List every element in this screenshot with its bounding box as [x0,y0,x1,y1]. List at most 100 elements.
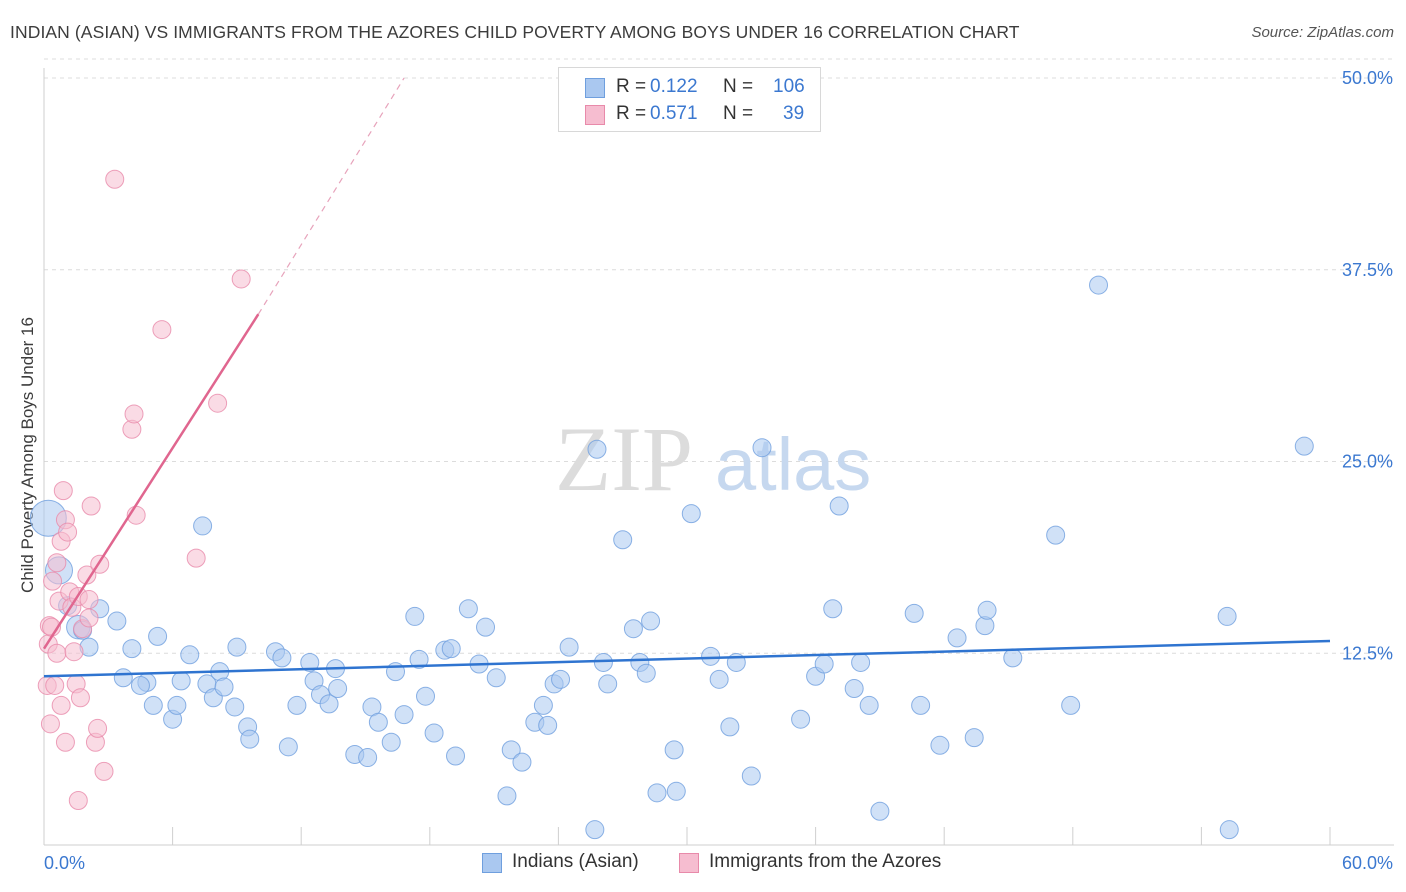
data-point-indians [1294,436,1314,456]
data-point-indians [424,723,444,743]
trend-lines [42,77,1331,678]
data-point-indians [113,668,133,688]
stats-legend: R = 0.122 N = 106 R = 0.571 N = 39 [558,67,821,132]
data-point-indians [930,735,950,755]
data-point-indians [497,786,517,806]
legend-swatch-azores [679,853,699,873]
data-point-indians [458,599,478,619]
data-point-indians [911,695,931,715]
trend-line-azores [42,313,260,650]
data-point-indians [664,740,684,760]
series-indians-asian-points [29,275,1314,840]
watermark: ZIP atlas [555,408,871,510]
data-point-indians [709,669,729,689]
data-point-azores [94,761,114,781]
watermark-atlas: atlas [715,423,871,506]
data-point-indians [720,717,740,737]
data-point-indians [394,705,414,725]
data-point-indians [501,740,521,760]
legend-label-azores: Immigrants from the Azores [709,851,942,872]
trend-line-indians [43,639,1331,678]
data-point-azores [208,393,228,413]
data-point-indians [1217,606,1237,626]
data-point-indians [1089,275,1109,295]
gridlines [44,58,1394,654]
r-label: R = [616,103,647,124]
data-point-indians [829,496,849,516]
legend-swatch-indians [482,853,502,873]
data-point-indians [587,439,607,459]
y-tick-label: 50.0% [1342,68,1393,88]
y-tick-label: 25.0% [1342,452,1393,472]
data-point-indians [1046,525,1066,545]
n-value-azores: 39 [783,103,805,124]
data-point-indians [368,712,388,732]
data-point-indians [814,654,834,674]
data-point-indians [870,801,890,821]
data-point-indians [844,679,864,699]
data-point-indians [167,695,187,715]
data-point-indians [143,695,163,715]
data-point-indians [512,752,532,772]
trend-line-azores-extension [257,77,405,315]
legend-label-indians: Indians (Asian) [512,851,639,872]
r-value-indians: 0.122 [650,76,698,97]
n-label: N = [723,103,754,124]
data-point-indians [214,677,234,697]
data-point-indians [130,675,150,695]
data-point-indians [752,438,772,458]
data-point-indians [947,628,967,648]
data-point-azores [79,590,99,610]
data-point-indians [593,652,613,672]
data-point-indians [613,530,633,550]
data-point-indians [227,637,247,657]
data-point-indians [1219,820,1239,840]
data-point-indians [180,645,200,665]
legend-swatch-indians [585,78,605,98]
data-point-indians [278,737,298,757]
data-point-azores [40,714,60,734]
data-point-azores [79,608,99,628]
data-point-azores [58,522,78,542]
legend-swatch-azores [585,105,605,125]
data-point-indians [319,694,339,714]
data-point-indians [1061,695,1081,715]
tick-labels: 12.5% 25.0% 37.5% 50.0% 0.0% 60.0% [44,68,1393,873]
data-point-indians [636,663,656,683]
data-point-indians [272,648,292,668]
x-tick-label-min: 0.0% [44,853,85,873]
data-point-indians [409,649,429,669]
r-label: R = [616,76,647,97]
data-point-indians [300,652,320,672]
data-point-azores [51,695,71,715]
data-point-azores [105,169,125,189]
data-point-indians [823,599,843,619]
data-point-indians [559,637,579,657]
data-point-indians [486,668,506,688]
data-point-indians [1003,648,1023,668]
data-point-indians [598,674,618,694]
data-point-azores [186,548,206,568]
data-point-indians [107,611,127,631]
source-label: Source: ZipAtlas.com [1251,24,1394,41]
data-point-indians [476,617,496,637]
data-point-azores [124,404,144,424]
data-point-indians [641,611,661,631]
data-point-indians [585,820,605,840]
data-point-azores [152,320,172,340]
n-value-indians: 106 [773,76,805,97]
data-point-indians [666,781,686,801]
data-point-indians [538,715,558,735]
data-point-indians [681,504,701,524]
data-point-azores [88,718,108,738]
data-point-indians [701,646,721,666]
data-point-indians [904,603,924,623]
axes [43,68,1394,846]
y-tick-label: 37.5% [1342,260,1393,280]
data-point-indians [623,619,643,639]
data-point-indians [851,652,871,672]
data-point-indians [416,686,436,706]
data-point-azores [55,732,75,752]
data-point-indians [551,669,571,689]
